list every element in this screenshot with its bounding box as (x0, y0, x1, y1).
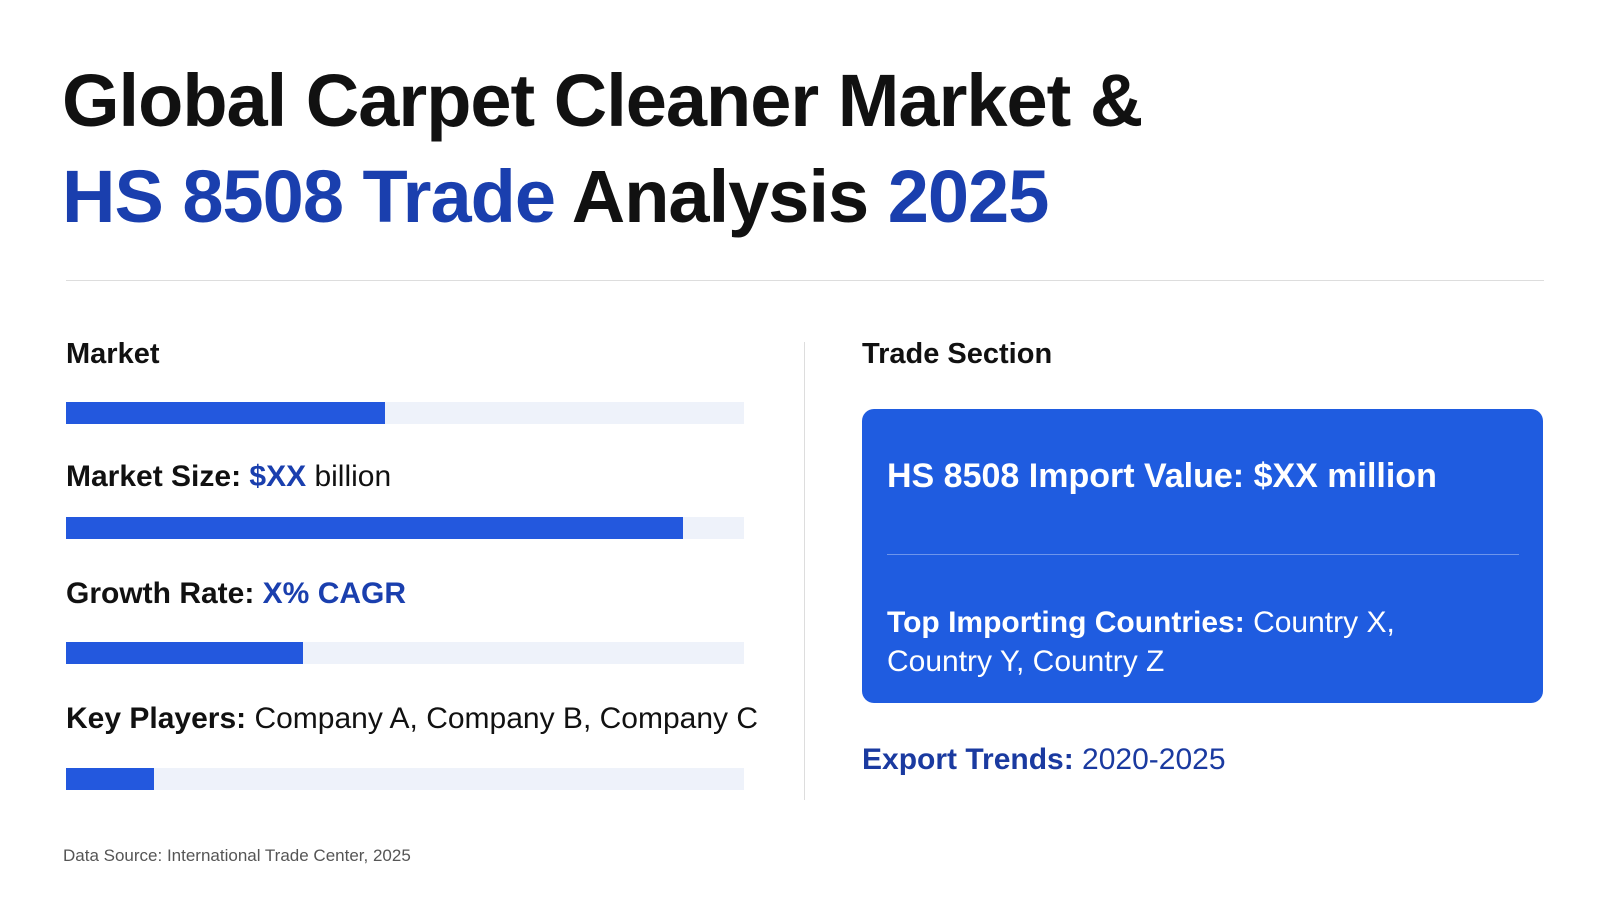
text-part: Global Carpet Cleaner Market & (62, 59, 1143, 142)
bar-track (66, 768, 744, 790)
text-part: Analysis (554, 155, 888, 238)
card-divider (887, 554, 1519, 555)
text-part: Country X, Country Y, Country Z (887, 606, 1395, 678)
bar-fill (66, 402, 385, 424)
card-body: Top Importing Countries: Country X, Coun… (887, 603, 1447, 681)
text-part: 2020-2025 (1082, 743, 1226, 776)
bar-fill (66, 642, 304, 664)
column-divider (804, 342, 805, 800)
market-row: Key Players: Company A, Company B, Compa… (66, 702, 758, 736)
bar-track (66, 642, 744, 664)
import-card: HS 8508 Import Value: $XX million Top Im… (862, 409, 1543, 703)
export-trends: Export Trends: 2020-2025 (862, 743, 1226, 777)
text-part: billion (306, 460, 392, 493)
market-row: Growth Rate: X% CAGR (66, 577, 406, 611)
market-row: Market Size: $XX billion (66, 460, 391, 494)
bar-fill (66, 517, 683, 539)
text-part: X% CAGR (262, 577, 407, 610)
card-title: HS 8508 Import Value: $XX million (887, 457, 1437, 495)
text-part: Export Trends: (862, 743, 1083, 776)
text-part: Market Size: (66, 460, 250, 493)
text-part: Company A, Company B, Company C (254, 702, 759, 735)
divider (66, 280, 1544, 281)
bar-fill (66, 768, 155, 790)
text-part: HS 8508 Trade (62, 155, 556, 238)
text-part: 2025 (887, 155, 1050, 238)
trade-heading: Trade Section (862, 338, 1053, 370)
market-heading: Market (66, 338, 160, 370)
text-part: Key Players: (66, 702, 255, 735)
text-part: Growth Rate: (66, 577, 263, 610)
title-line-2: HS 8508 Trade Analysis 2025 (62, 154, 1050, 239)
footer-source: Data Source: International Trade Center,… (63, 846, 411, 865)
text-part: Top Importing Countries: (887, 606, 1254, 639)
text-part: $XX (249, 460, 307, 493)
bar-track (66, 517, 744, 539)
bar-track (66, 402, 744, 424)
title-line-1: Global Carpet Cleaner Market & (62, 58, 1143, 143)
